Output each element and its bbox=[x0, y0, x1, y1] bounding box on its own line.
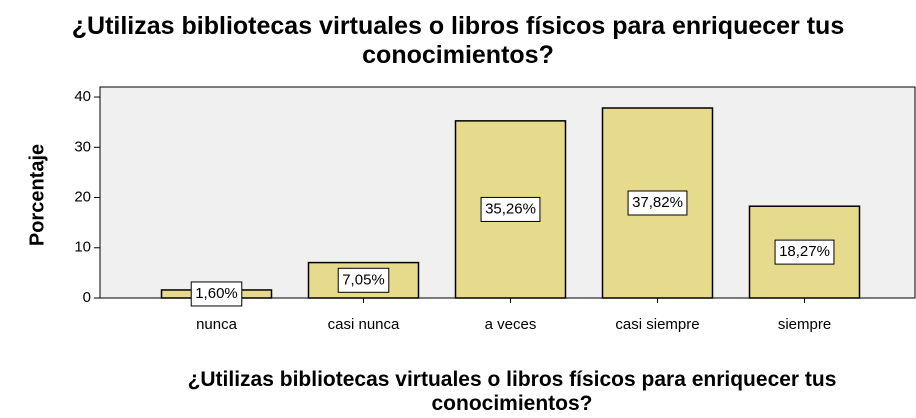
y-tick-label: 20 bbox=[74, 188, 91, 205]
x-axis-label: ¿Utilizas bibliotecas virtuales o libros… bbox=[187, 368, 837, 416]
x-tick-label: casi nunca bbox=[328, 316, 400, 333]
data-label: 37,82% bbox=[632, 194, 683, 211]
y-tick-label: 0 bbox=[83, 289, 91, 306]
x-tick-label: nunca bbox=[196, 316, 238, 333]
data-label: 1,60% bbox=[195, 285, 238, 302]
data-label-box bbox=[190, 281, 243, 307]
data-label-box bbox=[774, 239, 835, 265]
y-tick-label: 10 bbox=[74, 239, 91, 256]
y-axis-label: Porcentaje bbox=[26, 144, 48, 246]
data-label: 7,05% bbox=[342, 271, 385, 288]
title-box: ¿Utilizas bibliotecas virtuales o libros… bbox=[71, 12, 845, 69]
data-label: 35,26% bbox=[485, 200, 536, 217]
x-tick-label: a veces bbox=[485, 316, 537, 333]
y-tick-label: 30 bbox=[74, 138, 91, 155]
data-label-box bbox=[337, 267, 390, 293]
y-tick-label: 40 bbox=[74, 88, 91, 105]
data-label: 18,27% bbox=[779, 243, 830, 260]
chart-title: ¿Utilizas bibliotecas virtuales o libros… bbox=[71, 12, 845, 69]
x-tick-label: siempre bbox=[778, 316, 831, 333]
data-label-box bbox=[627, 190, 688, 216]
x-tick-label: casi siempre bbox=[615, 316, 699, 333]
x-label-box: ¿Utilizas bibliotecas virtuales o libros… bbox=[187, 368, 837, 416]
data-label-box bbox=[480, 196, 541, 222]
